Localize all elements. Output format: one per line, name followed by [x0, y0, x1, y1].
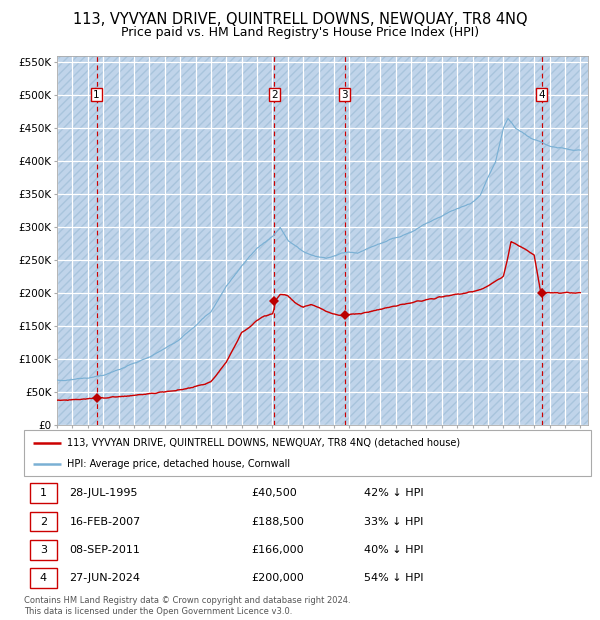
Text: 2: 2 — [271, 89, 278, 100]
Text: 3: 3 — [341, 89, 348, 100]
Text: 28-JUL-1995: 28-JUL-1995 — [70, 489, 138, 498]
Text: Price paid vs. HM Land Registry's House Price Index (HPI): Price paid vs. HM Land Registry's House … — [121, 26, 479, 39]
FancyBboxPatch shape — [29, 540, 57, 560]
Text: 4: 4 — [40, 573, 47, 583]
Text: 1: 1 — [40, 489, 47, 498]
FancyBboxPatch shape — [29, 512, 57, 531]
Text: 3: 3 — [40, 545, 47, 555]
FancyBboxPatch shape — [24, 430, 591, 476]
Text: Contains HM Land Registry data © Crown copyright and database right 2024.
This d: Contains HM Land Registry data © Crown c… — [24, 596, 350, 616]
Text: 08-SEP-2011: 08-SEP-2011 — [70, 545, 140, 555]
Text: HPI: Average price, detached house, Cornwall: HPI: Average price, detached house, Corn… — [67, 459, 290, 469]
Text: 113, VYVYAN DRIVE, QUINTRELL DOWNS, NEWQUAY, TR8 4NQ (detached house): 113, VYVYAN DRIVE, QUINTRELL DOWNS, NEWQ… — [67, 438, 460, 448]
FancyBboxPatch shape — [29, 568, 57, 588]
Text: 4: 4 — [538, 89, 545, 100]
FancyBboxPatch shape — [29, 484, 57, 503]
Text: 40% ↓ HPI: 40% ↓ HPI — [364, 545, 424, 555]
Text: 1: 1 — [93, 89, 100, 100]
Text: 54% ↓ HPI: 54% ↓ HPI — [364, 573, 424, 583]
Text: £188,500: £188,500 — [251, 516, 304, 526]
Text: 113, VYVYAN DRIVE, QUINTRELL DOWNS, NEWQUAY, TR8 4NQ: 113, VYVYAN DRIVE, QUINTRELL DOWNS, NEWQ… — [73, 12, 527, 27]
Text: £166,000: £166,000 — [251, 545, 304, 555]
Text: 42% ↓ HPI: 42% ↓ HPI — [364, 489, 424, 498]
Text: £200,000: £200,000 — [251, 573, 304, 583]
Text: 33% ↓ HPI: 33% ↓ HPI — [364, 516, 424, 526]
Text: £40,500: £40,500 — [251, 489, 296, 498]
Text: 16-FEB-2007: 16-FEB-2007 — [70, 516, 140, 526]
Text: 27-JUN-2024: 27-JUN-2024 — [70, 573, 140, 583]
Text: 2: 2 — [40, 516, 47, 526]
